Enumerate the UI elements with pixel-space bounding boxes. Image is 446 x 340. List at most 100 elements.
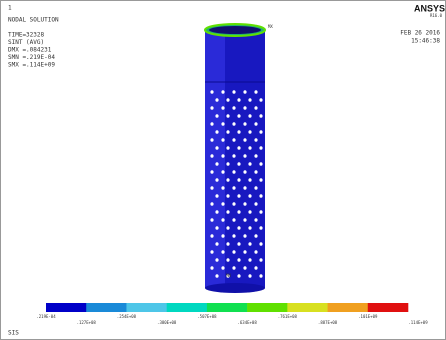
hole — [232, 138, 235, 142]
hole — [259, 274, 262, 278]
legend-swatch — [287, 303, 328, 312]
min-label: MN — [226, 273, 231, 278]
date: FEB 26 2016 — [400, 30, 440, 37]
hole — [254, 90, 257, 94]
hole — [210, 90, 213, 94]
cylinder-model — [205, 24, 265, 293]
hole — [210, 234, 213, 238]
hole — [210, 138, 213, 142]
hole — [221, 202, 224, 206]
hole — [215, 130, 218, 134]
hole — [254, 266, 257, 270]
hole — [259, 162, 262, 166]
hole — [215, 274, 218, 278]
legend-label: .101E+09 — [358, 314, 378, 319]
hole — [254, 106, 257, 110]
hole — [259, 114, 262, 118]
hole — [210, 106, 213, 110]
hole — [237, 226, 240, 230]
hole — [221, 218, 224, 222]
legend-label: .507E+08 — [197, 314, 217, 319]
hole — [243, 186, 246, 190]
footer-text: SIS — [8, 330, 19, 337]
legend-label: .127E+08 — [77, 320, 97, 325]
hole — [226, 114, 229, 118]
legend-swatch — [167, 303, 208, 312]
hole — [232, 122, 235, 126]
hole — [226, 226, 229, 230]
legend-label: .380E+08 — [157, 320, 177, 325]
hole — [232, 170, 235, 174]
hole — [259, 242, 262, 246]
hole — [232, 250, 235, 254]
hole — [215, 146, 218, 150]
hole — [226, 130, 229, 134]
hole — [215, 114, 218, 118]
hole — [237, 178, 240, 182]
legend-swatch — [328, 303, 369, 312]
info-line: SMX =.114E+09 — [8, 62, 55, 69]
hole — [259, 258, 262, 262]
hole — [259, 178, 262, 182]
hole — [237, 242, 240, 246]
hole — [254, 122, 257, 126]
hole — [210, 186, 213, 190]
hole — [237, 274, 240, 278]
hole — [243, 202, 246, 206]
hole — [248, 194, 251, 198]
hole — [259, 194, 262, 198]
cylinder-opening — [209, 26, 261, 34]
hole — [232, 106, 235, 110]
hole — [254, 154, 257, 158]
hole — [215, 194, 218, 198]
hole — [210, 266, 213, 270]
hole — [254, 218, 257, 222]
hole — [243, 138, 246, 142]
legend-label: .114E+09 — [408, 320, 428, 325]
hole — [226, 146, 229, 150]
hole — [232, 202, 235, 206]
max-label: MX — [268, 24, 273, 29]
hole — [221, 154, 224, 158]
hole — [221, 250, 224, 254]
hole — [221, 138, 224, 142]
hole — [259, 226, 262, 230]
hole — [215, 98, 218, 102]
hole — [226, 194, 229, 198]
hole — [237, 258, 240, 262]
hole — [248, 242, 251, 246]
hole — [215, 242, 218, 246]
hole — [232, 218, 235, 222]
info-line: SMN =.219E-04 — [8, 54, 55, 61]
hole — [254, 186, 257, 190]
hole — [226, 242, 229, 246]
hole — [210, 202, 213, 206]
hole — [243, 122, 246, 126]
hole — [248, 114, 251, 118]
hole — [221, 90, 224, 94]
hole — [243, 90, 246, 94]
legend-swatch — [207, 303, 248, 312]
hole — [254, 250, 257, 254]
hole — [254, 234, 257, 238]
hole — [237, 162, 240, 166]
hole — [232, 266, 235, 270]
hole — [248, 226, 251, 230]
hole — [210, 218, 213, 222]
hole — [221, 266, 224, 270]
hole — [226, 162, 229, 166]
hole — [248, 274, 251, 278]
legend-label: .761E+08 — [278, 314, 298, 319]
hole — [248, 178, 251, 182]
hole — [226, 98, 229, 102]
legend-swatch — [126, 303, 167, 312]
hole — [226, 210, 229, 214]
hole — [221, 234, 224, 238]
cylinder-bottom — [205, 283, 265, 293]
hole — [232, 90, 235, 94]
hole — [248, 146, 251, 150]
hole — [232, 186, 235, 190]
hole — [259, 210, 262, 214]
legend-swatch — [368, 303, 409, 312]
hole — [243, 234, 246, 238]
